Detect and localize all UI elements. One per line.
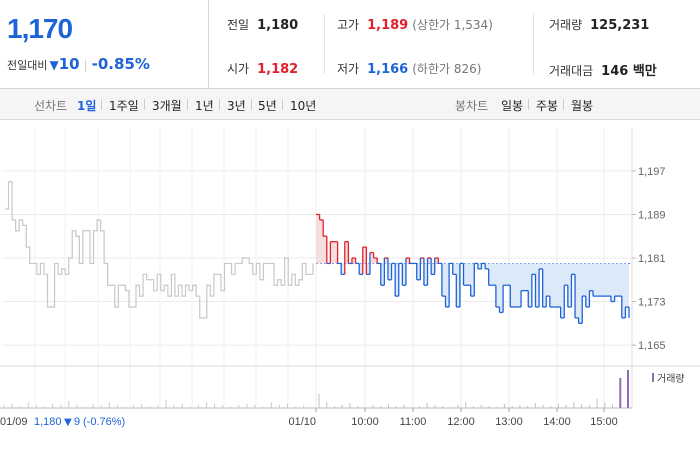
- stat-divider: [533, 14, 534, 74]
- tab-divider: [219, 99, 220, 110]
- previous-day-line: [5, 181, 314, 319]
- stat-label: 고가: [337, 18, 360, 32]
- stat-value: 125,231: [590, 18, 650, 33]
- prev-day-change: 9: [74, 416, 80, 428]
- volume-legend-swatch: [652, 373, 654, 382]
- area-below-baseline: [316, 263, 629, 324]
- change-value: 10: [58, 55, 80, 73]
- volume-legend-label: 거래량: [657, 373, 685, 385]
- tab-1-day[interactable]: 1일: [77, 99, 97, 113]
- area-above-baseline: [316, 214, 629, 264]
- tab-divider: [282, 99, 283, 110]
- tab-3-months[interactable]: 3개월: [152, 99, 182, 113]
- price-chart: 1,197 1,189 1,181 1,173 1,165 01/10 10:00 11:00…: [0, 128, 700, 428]
- x-tick-label: 01/10: [288, 416, 316, 428]
- tab-monthly[interactable]: 월봉: [571, 99, 594, 113]
- prev-day-percent: (-0.76%): [83, 416, 125, 428]
- change-divider: |: [83, 58, 88, 72]
- tab-5-years[interactable]: 5년: [258, 99, 277, 113]
- stat-label: 저가: [337, 62, 360, 76]
- stat-trade-amount: 거래대금 146 백만: [549, 60, 657, 79]
- prev-day-close: 1,180: [34, 416, 62, 428]
- tab-divider: [251, 99, 252, 110]
- tab-divider: [528, 99, 529, 110]
- tab-divider: [101, 99, 102, 110]
- tab-daily[interactable]: 일봉: [501, 99, 524, 113]
- stat-low: 저가 1,166 (하한가 826): [337, 60, 481, 77]
- chart-tab-bar: 선차트 1일 1주일 3개월 1년 3년 5년 10년 봉차트 일봉 주봉 월봉: [0, 89, 700, 120]
- tab-divider: [563, 99, 564, 110]
- current-price: 1,170: [7, 13, 73, 44]
- y-tick-label: 1,165: [638, 340, 666, 352]
- quote-summary: 1,170 전일대비 ▼10 | -0.85% 전일 1,180 시가 1,182 고가 1…: [0, 0, 700, 89]
- x-tick-label: 15:00: [590, 416, 618, 428]
- down-triangle-icon: ▼: [64, 417, 72, 428]
- change-row: 전일대비 ▼10 | -0.85%: [7, 55, 150, 73]
- line-chart-label: 선차트: [34, 99, 68, 113]
- stat-label: 시가: [227, 62, 250, 76]
- stat-value: 1,182: [257, 62, 299, 77]
- stat-divider: [324, 14, 325, 74]
- stat-label: 전일: [227, 18, 250, 32]
- tab-divider: [144, 99, 145, 110]
- tab-divider: [187, 99, 188, 110]
- stat-volume: 거래량 125,231: [549, 16, 649, 33]
- stat-high: 고가 1,189 (상한가 1,534): [337, 16, 493, 33]
- stat-value: 1,180: [257, 18, 299, 33]
- stat-open: 시가 1,182: [227, 60, 298, 77]
- tab-1-week[interactable]: 1주일: [109, 99, 139, 113]
- y-tick-label: 1,181: [638, 253, 666, 265]
- stat-value: 146 백만: [601, 64, 657, 79]
- tab-weekly[interactable]: 주봉: [536, 99, 559, 113]
- stat-prev-close: 전일 1,180: [227, 16, 298, 33]
- stat-value: 1,189: [367, 18, 409, 33]
- tab-3-years[interactable]: 3년: [227, 99, 246, 113]
- x-tick-label: 12:00: [447, 416, 475, 428]
- x-tick-label: 11:00: [400, 416, 427, 428]
- stat-value: 1,166: [367, 62, 409, 77]
- x-tick-label: 10:00: [351, 416, 379, 428]
- x-tick-label: 14:00: [543, 416, 571, 428]
- price-box: 1,170 전일대비 ▼10 | -0.85%: [0, 0, 209, 88]
- y-tick-label: 1,189: [638, 209, 666, 221]
- change-percent: -0.85%: [91, 55, 150, 73]
- candle-chart-label: 봉차트: [455, 99, 489, 113]
- stat-label: 거래대금: [549, 64, 594, 78]
- x-tick-label: 13:00: [495, 416, 523, 428]
- lower-limit: (하한가 826): [412, 62, 482, 76]
- change-label: 전일대비: [7, 59, 48, 72]
- tab-10-years[interactable]: 10년: [290, 99, 317, 113]
- tab-1-year[interactable]: 1년: [195, 99, 214, 113]
- down-triangle-icon: ▼: [49, 58, 59, 72]
- y-tick-label: 1,173: [638, 297, 666, 309]
- upper-limit: (상한가 1,534): [412, 18, 493, 32]
- stat-label: 거래량: [549, 18, 583, 32]
- prev-day-date: 01/09: [0, 416, 28, 428]
- y-tick-label: 1,197: [638, 166, 666, 178]
